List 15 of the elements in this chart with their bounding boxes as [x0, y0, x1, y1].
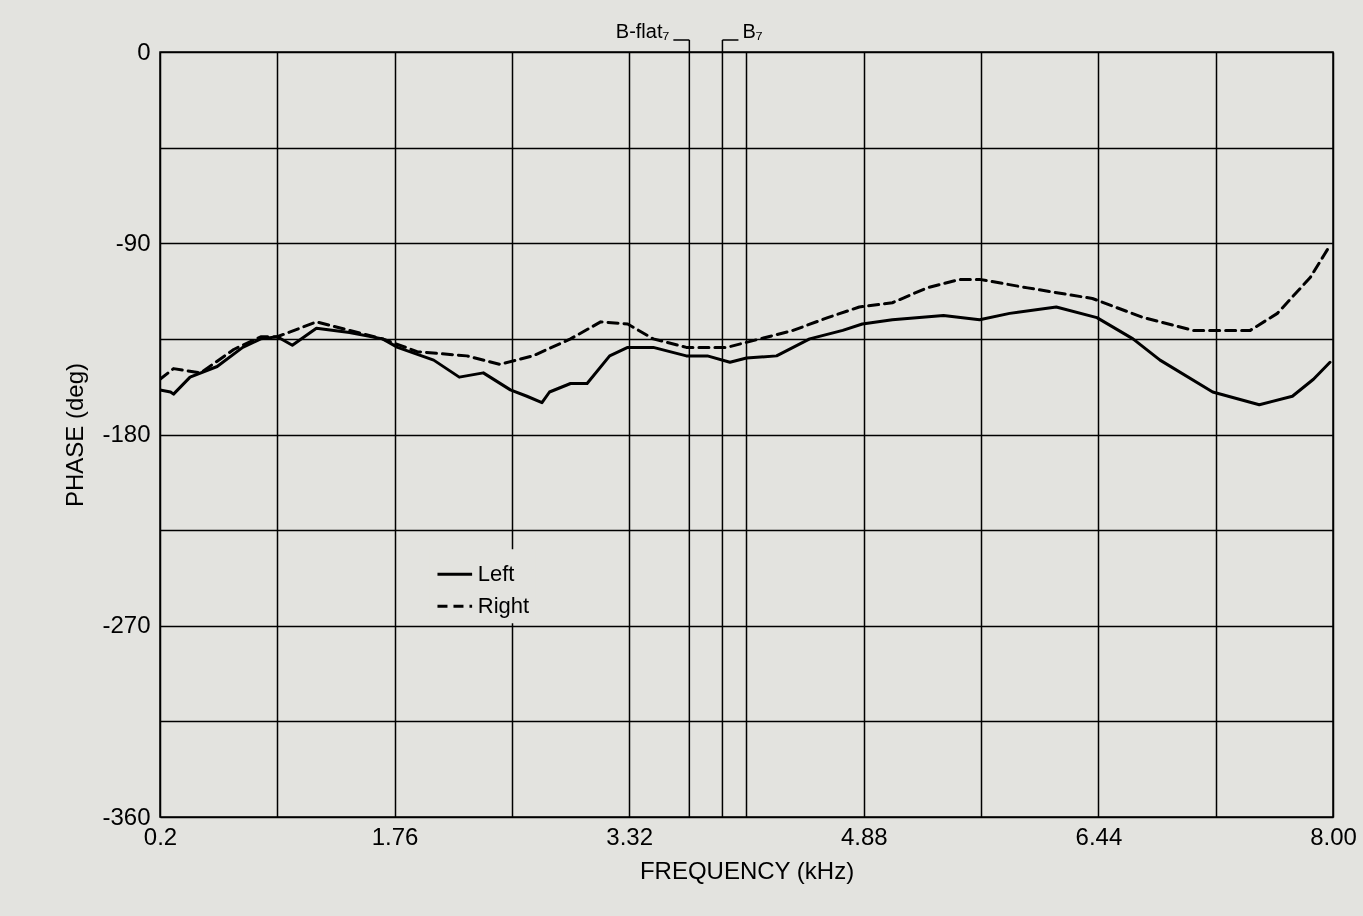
x-axis-title: FREQUENCY (kHz)	[639, 856, 855, 884]
x-tick-label: 4.88	[840, 822, 888, 850]
x-tick-label: 3.32	[606, 822, 654, 850]
x-tick-label: 6.44	[1075, 822, 1123, 850]
y-tick-label: -90	[115, 228, 151, 256]
y-tick-label: -270	[102, 611, 151, 639]
y-tick-label: 0	[137, 37, 151, 65]
legend-label: B₇	[742, 20, 763, 42]
y-axis-title: PHASE (deg)	[61, 362, 89, 508]
y-tick-label: -180	[102, 420, 151, 447]
x-tick-label: 1.76	[371, 822, 419, 850]
ref-line-label: B-flat₇	[615, 20, 670, 42]
legend-label: Right	[477, 593, 530, 619]
x-tick-label: 8.00	[1310, 822, 1357, 850]
legend-label: Left	[477, 561, 515, 587]
